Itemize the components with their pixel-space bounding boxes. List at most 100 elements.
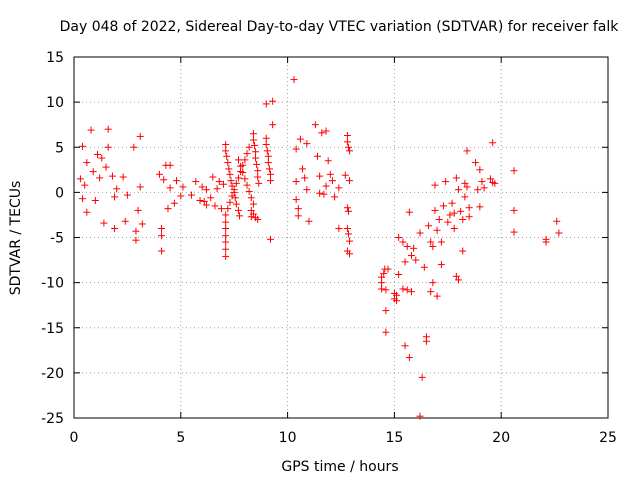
data-point	[104, 143, 112, 151]
data-point	[113, 185, 121, 193]
data-point	[457, 207, 465, 215]
data-point	[299, 165, 307, 173]
data-point	[378, 279, 386, 287]
data-point	[253, 160, 261, 168]
y-tick-label: -20	[41, 366, 64, 382]
data-point	[292, 145, 300, 153]
data-point	[341, 171, 349, 179]
data-point	[121, 217, 129, 225]
data-point	[228, 182, 236, 190]
data-point	[555, 229, 563, 237]
data-point	[487, 175, 495, 183]
data-point	[407, 252, 415, 260]
data-point	[220, 180, 228, 188]
data-point	[111, 224, 119, 232]
data-point	[130, 143, 138, 151]
data-point	[553, 217, 561, 225]
data-point	[267, 235, 275, 243]
data-point	[401, 258, 409, 266]
data-point	[393, 297, 401, 305]
data-point	[160, 176, 168, 184]
data-point	[301, 174, 309, 182]
data-point	[431, 206, 439, 214]
data-point	[262, 100, 270, 108]
data-point	[343, 132, 351, 140]
data-point	[228, 192, 236, 200]
data-point	[418, 373, 426, 381]
data-point	[93, 150, 101, 158]
data-point	[245, 187, 253, 195]
y-tick-labels: 15 10 5 0 -5 -10 -15 -20 -25	[41, 50, 64, 427]
data-point	[247, 194, 255, 202]
data-point	[119, 173, 127, 181]
x-axis-title: GPS time / hours	[281, 459, 398, 475]
data-point	[303, 186, 311, 194]
data-point	[290, 76, 298, 84]
y-tick-label: -15	[41, 321, 64, 337]
data-point	[98, 154, 106, 162]
data-point	[437, 238, 445, 246]
data-point	[416, 412, 424, 420]
data-point	[294, 212, 302, 220]
data-point	[420, 263, 428, 271]
data-point	[454, 276, 462, 284]
data-point	[450, 209, 458, 217]
data-point	[104, 125, 112, 133]
data-point	[346, 250, 354, 258]
data-point	[241, 175, 249, 183]
data-point	[249, 136, 257, 144]
data-point	[222, 232, 230, 240]
data-point	[234, 156, 242, 164]
data-point	[202, 186, 210, 194]
data-point	[461, 179, 469, 187]
data-point	[222, 224, 230, 232]
data-point	[111, 193, 119, 201]
data-point	[429, 279, 437, 287]
data-point	[429, 243, 437, 251]
data-point	[382, 307, 390, 315]
data-point	[448, 199, 456, 207]
data-point	[232, 200, 240, 208]
data-point	[249, 200, 257, 208]
data-point	[100, 219, 108, 227]
data-point	[222, 141, 230, 149]
data-point	[465, 213, 473, 221]
data-point	[254, 167, 262, 175]
data-point	[224, 205, 232, 213]
data-point	[226, 170, 234, 178]
data-point	[405, 354, 413, 362]
data-point	[223, 152, 231, 160]
data-point	[87, 126, 95, 134]
data-point	[454, 186, 462, 194]
data-point	[407, 288, 415, 296]
data-point	[320, 190, 328, 198]
data-point	[234, 206, 242, 214]
data-point	[435, 215, 443, 223]
data-point	[239, 169, 247, 177]
data-point	[510, 167, 518, 175]
data-point	[155, 170, 163, 178]
data-point	[222, 238, 230, 246]
data-point	[226, 198, 234, 206]
data-point	[252, 148, 260, 156]
x-tick-label: 25	[599, 430, 617, 446]
data-point	[343, 224, 351, 232]
data-point	[79, 195, 87, 203]
data-point	[399, 285, 407, 293]
y-tick-label: 5	[55, 140, 64, 156]
data-point	[108, 172, 116, 180]
data-point	[136, 183, 144, 191]
data-point	[335, 184, 343, 192]
data-point	[344, 143, 352, 151]
data-point	[316, 172, 324, 180]
data-point	[476, 166, 484, 174]
data-point	[399, 238, 407, 246]
data-point	[452, 272, 460, 280]
data-point	[328, 177, 336, 185]
data-point	[173, 177, 181, 185]
data-point	[463, 183, 471, 191]
y-tick-label: -10	[41, 276, 64, 292]
data-point	[433, 292, 441, 300]
data-point	[136, 132, 144, 140]
data-point	[326, 170, 334, 178]
